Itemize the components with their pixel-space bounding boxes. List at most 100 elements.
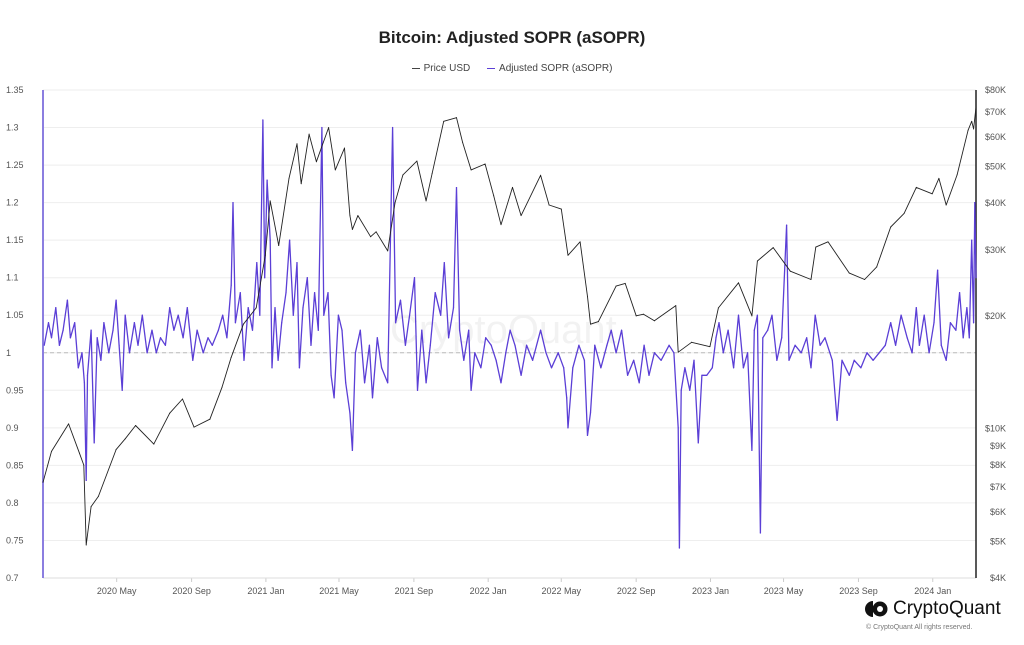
data-point-asopr xyxy=(112,329,114,331)
data-point-asopr xyxy=(727,329,729,331)
data-point-asopr xyxy=(955,329,957,331)
y-right-tick-label: $50K xyxy=(985,162,1006,172)
data-point-asopr xyxy=(115,299,117,301)
data-point-asopr xyxy=(395,322,397,324)
data-point-price xyxy=(756,260,758,262)
data-point-price xyxy=(586,296,588,298)
data-point-asopr xyxy=(495,359,497,361)
data-point-asopr xyxy=(620,329,623,331)
data-point-price xyxy=(124,438,126,440)
legend-item-asopr[interactable]: Adjusted SOPR (aSOPR) xyxy=(487,63,612,74)
data-point-asopr xyxy=(677,427,679,429)
data-point-asopr xyxy=(271,367,273,369)
data-point-asopr xyxy=(108,352,110,354)
data-point-asopr xyxy=(514,344,516,346)
data-point-asopr xyxy=(733,367,735,369)
x-tick-label: 2021 Jan xyxy=(247,586,284,596)
x-tick-label: 2022 Jan xyxy=(470,586,507,596)
data-point-price xyxy=(709,346,711,348)
data-point-asopr xyxy=(572,367,574,369)
data-point-asopr xyxy=(974,202,976,204)
data-point-asopr xyxy=(578,344,580,346)
data-point-asopr xyxy=(968,337,970,339)
data-point-asopr xyxy=(900,314,902,316)
data-point-asopr xyxy=(230,284,232,286)
data-point-asopr xyxy=(211,344,213,346)
data-point-asopr xyxy=(137,344,139,346)
data-point-asopr xyxy=(376,337,378,339)
data-point-asopr xyxy=(93,442,95,444)
data-point-price xyxy=(269,200,271,202)
data-point-asopr xyxy=(853,359,855,361)
data-point-price xyxy=(589,323,591,325)
data-point-asopr xyxy=(836,419,838,421)
data-point-asopr xyxy=(50,337,53,339)
data-point-asopr xyxy=(387,382,389,384)
data-point-price xyxy=(827,241,829,243)
data-point-asopr xyxy=(416,389,419,391)
data-point-asopr xyxy=(363,382,366,384)
legend-swatch-price xyxy=(411,67,420,70)
x-tick-label: 2021 Sep xyxy=(395,586,434,596)
y-right-tick-label: $60K xyxy=(985,132,1006,142)
data-point-price xyxy=(300,183,302,185)
data-point-asopr xyxy=(718,322,720,324)
data-point-asopr xyxy=(653,352,656,354)
legend-item-price[interactable]: Price USD xyxy=(411,63,471,74)
data-point-price xyxy=(484,163,486,165)
data-point-asopr xyxy=(824,337,826,339)
data-point-asopr xyxy=(520,374,522,376)
data-point-price xyxy=(876,266,878,268)
data-point-asopr xyxy=(333,397,335,399)
data-point-price xyxy=(971,120,973,122)
data-point-asopr xyxy=(928,352,930,354)
data-point-asopr xyxy=(177,314,179,316)
data-point-price xyxy=(351,228,353,230)
data-point-asopr xyxy=(217,329,219,331)
data-point-asopr xyxy=(525,344,528,346)
data-point-price xyxy=(520,215,522,217)
y-right-tick-label: $80K xyxy=(985,85,1006,95)
y-left-tick-label: 0.8 xyxy=(6,498,19,508)
data-point-price xyxy=(90,506,92,508)
data-point-asopr xyxy=(814,314,816,316)
data-point-asopr xyxy=(668,344,670,346)
series-line-asopr xyxy=(43,119,977,549)
data-point-asopr xyxy=(440,314,442,316)
legend-label-price: Price USD xyxy=(423,63,471,74)
y-right-tick-label: $30K xyxy=(985,245,1006,255)
data-point-asopr xyxy=(239,292,241,294)
data-point-asopr xyxy=(701,374,703,376)
data-point-asopr xyxy=(277,359,279,361)
data-point-asopr xyxy=(680,389,682,391)
data-point-price xyxy=(42,481,44,483)
data-point-price xyxy=(677,351,679,353)
data-point-asopr xyxy=(627,374,629,376)
data-point-asopr xyxy=(429,344,431,346)
data-point-price xyxy=(567,254,569,256)
data-point-asopr xyxy=(296,262,298,264)
data-point-asopr xyxy=(447,337,450,339)
data-point-asopr xyxy=(678,547,681,549)
data-point-asopr xyxy=(345,382,347,384)
data-point-asopr xyxy=(259,314,261,316)
data-point-price xyxy=(308,133,310,135)
data-point-asopr xyxy=(737,314,740,316)
data-point-price xyxy=(264,254,266,256)
data-point-asopr xyxy=(940,344,942,346)
data-point-asopr xyxy=(399,299,402,301)
data-point-asopr xyxy=(756,314,758,316)
data-point-asopr xyxy=(949,322,952,324)
data-point-asopr xyxy=(443,262,445,264)
data-point-asopr xyxy=(594,344,596,346)
data-point-asopr xyxy=(159,337,162,339)
data-point-asopr xyxy=(895,344,897,346)
data-point-price xyxy=(717,307,719,309)
data-point-asopr xyxy=(90,329,92,331)
data-point-price xyxy=(456,117,458,119)
data-point-asopr xyxy=(413,277,416,279)
data-point-asopr xyxy=(794,344,796,346)
data-point-price xyxy=(387,250,389,252)
data-point-asopr xyxy=(583,359,586,361)
data-point-price xyxy=(343,147,345,149)
